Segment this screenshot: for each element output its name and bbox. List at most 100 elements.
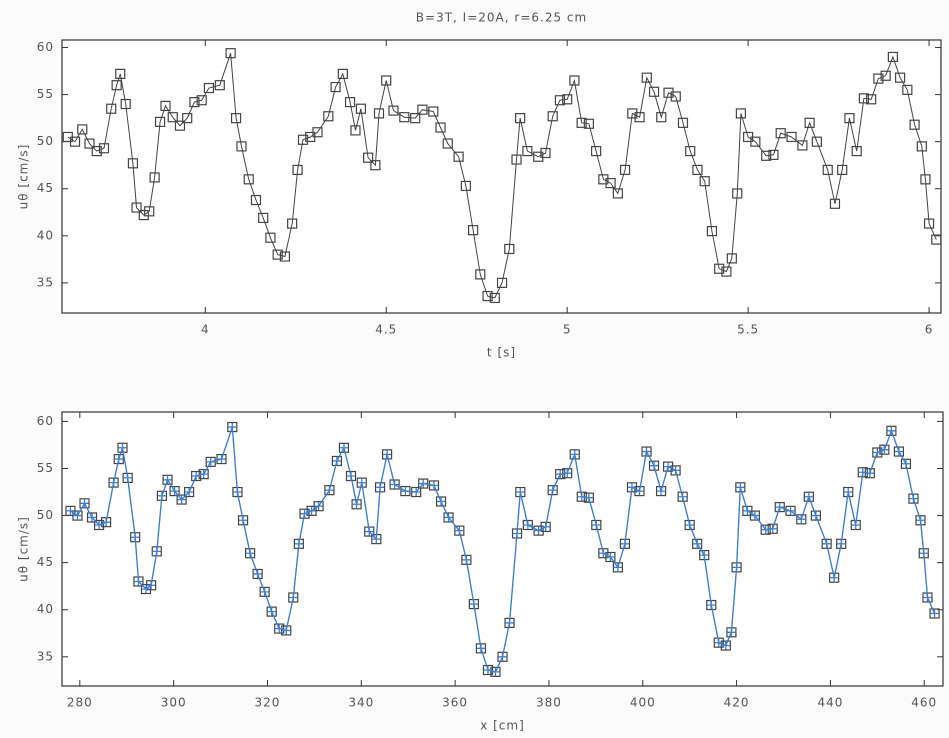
marker <box>732 188 743 199</box>
y-tick-label: 50 <box>37 134 54 148</box>
marker <box>678 492 687 501</box>
marker <box>410 113 421 124</box>
marker <box>157 491 166 500</box>
marker <box>115 68 126 79</box>
marker <box>147 581 156 590</box>
marker <box>598 548 609 559</box>
y-tick-label: 55 <box>37 461 54 475</box>
marker <box>86 512 98 523</box>
x-axis-label: x [cm] <box>480 719 525 733</box>
marker <box>108 477 119 488</box>
marker <box>515 113 526 124</box>
marker <box>796 514 807 525</box>
marker <box>203 82 215 94</box>
marker <box>713 637 724 648</box>
marker <box>569 449 580 460</box>
marker <box>830 573 839 582</box>
marker <box>383 450 392 459</box>
marker <box>612 188 623 199</box>
marker <box>727 628 736 637</box>
marker <box>699 176 710 187</box>
marker <box>373 108 385 119</box>
marker <box>376 483 385 492</box>
marker <box>714 263 725 274</box>
marker <box>873 73 884 84</box>
marker <box>131 533 140 542</box>
marker <box>118 443 127 452</box>
marker <box>797 515 806 524</box>
marker <box>591 145 602 157</box>
marker <box>437 497 446 506</box>
marker <box>522 145 533 157</box>
marker <box>117 442 128 453</box>
marker <box>706 226 718 237</box>
marker <box>786 131 797 143</box>
marker <box>735 108 746 119</box>
marker <box>351 499 362 510</box>
marker <box>364 526 375 537</box>
marker <box>435 122 446 133</box>
marker <box>243 174 254 185</box>
marker <box>634 485 645 497</box>
marker <box>895 72 906 83</box>
marker <box>345 470 357 482</box>
marker <box>657 487 666 496</box>
marker <box>761 525 770 534</box>
marker <box>331 455 343 467</box>
marker <box>656 112 667 123</box>
marker <box>287 218 298 229</box>
marker <box>199 470 208 479</box>
marker <box>228 423 237 432</box>
marker <box>120 98 131 110</box>
marker <box>184 486 195 498</box>
marker <box>127 158 139 169</box>
marker <box>540 521 551 532</box>
marker <box>272 249 283 260</box>
marker <box>149 172 160 183</box>
marker <box>721 641 730 650</box>
marker <box>627 483 636 492</box>
marker <box>908 493 919 504</box>
marker <box>111 80 122 91</box>
marker <box>822 539 831 548</box>
marker <box>930 609 939 618</box>
marker <box>533 151 544 162</box>
marker <box>476 644 485 653</box>
marker <box>563 469 572 478</box>
marker <box>428 106 439 117</box>
marker <box>576 117 587 128</box>
marker <box>533 525 544 536</box>
marker <box>569 75 580 86</box>
marker <box>677 491 688 502</box>
marker <box>79 498 90 509</box>
marker <box>858 468 867 477</box>
marker <box>887 51 898 63</box>
marker <box>663 87 674 98</box>
marker <box>141 585 150 594</box>
chart-title: B=3T, I=20A, r=6.25 cm <box>416 11 587 25</box>
marker <box>491 667 500 676</box>
marker <box>873 448 882 457</box>
marker <box>749 510 760 521</box>
marker <box>879 444 890 455</box>
marker <box>250 194 262 206</box>
marker <box>880 70 891 81</box>
marker <box>230 113 242 124</box>
marker <box>923 593 932 602</box>
x-tick-label: 5 <box>563 323 572 337</box>
marker <box>511 154 522 165</box>
y-tick-label: 40 <box>37 228 54 242</box>
marker <box>196 95 207 106</box>
marker <box>811 511 820 520</box>
marker <box>344 97 356 108</box>
marker <box>189 97 200 108</box>
marker <box>599 549 608 558</box>
marker <box>844 113 855 124</box>
marker <box>167 112 178 123</box>
marker <box>236 141 247 152</box>
marker <box>469 600 478 609</box>
marker <box>821 538 832 549</box>
x-tick-label: 440 <box>817 696 843 710</box>
marker <box>635 487 644 496</box>
marker <box>266 606 277 617</box>
